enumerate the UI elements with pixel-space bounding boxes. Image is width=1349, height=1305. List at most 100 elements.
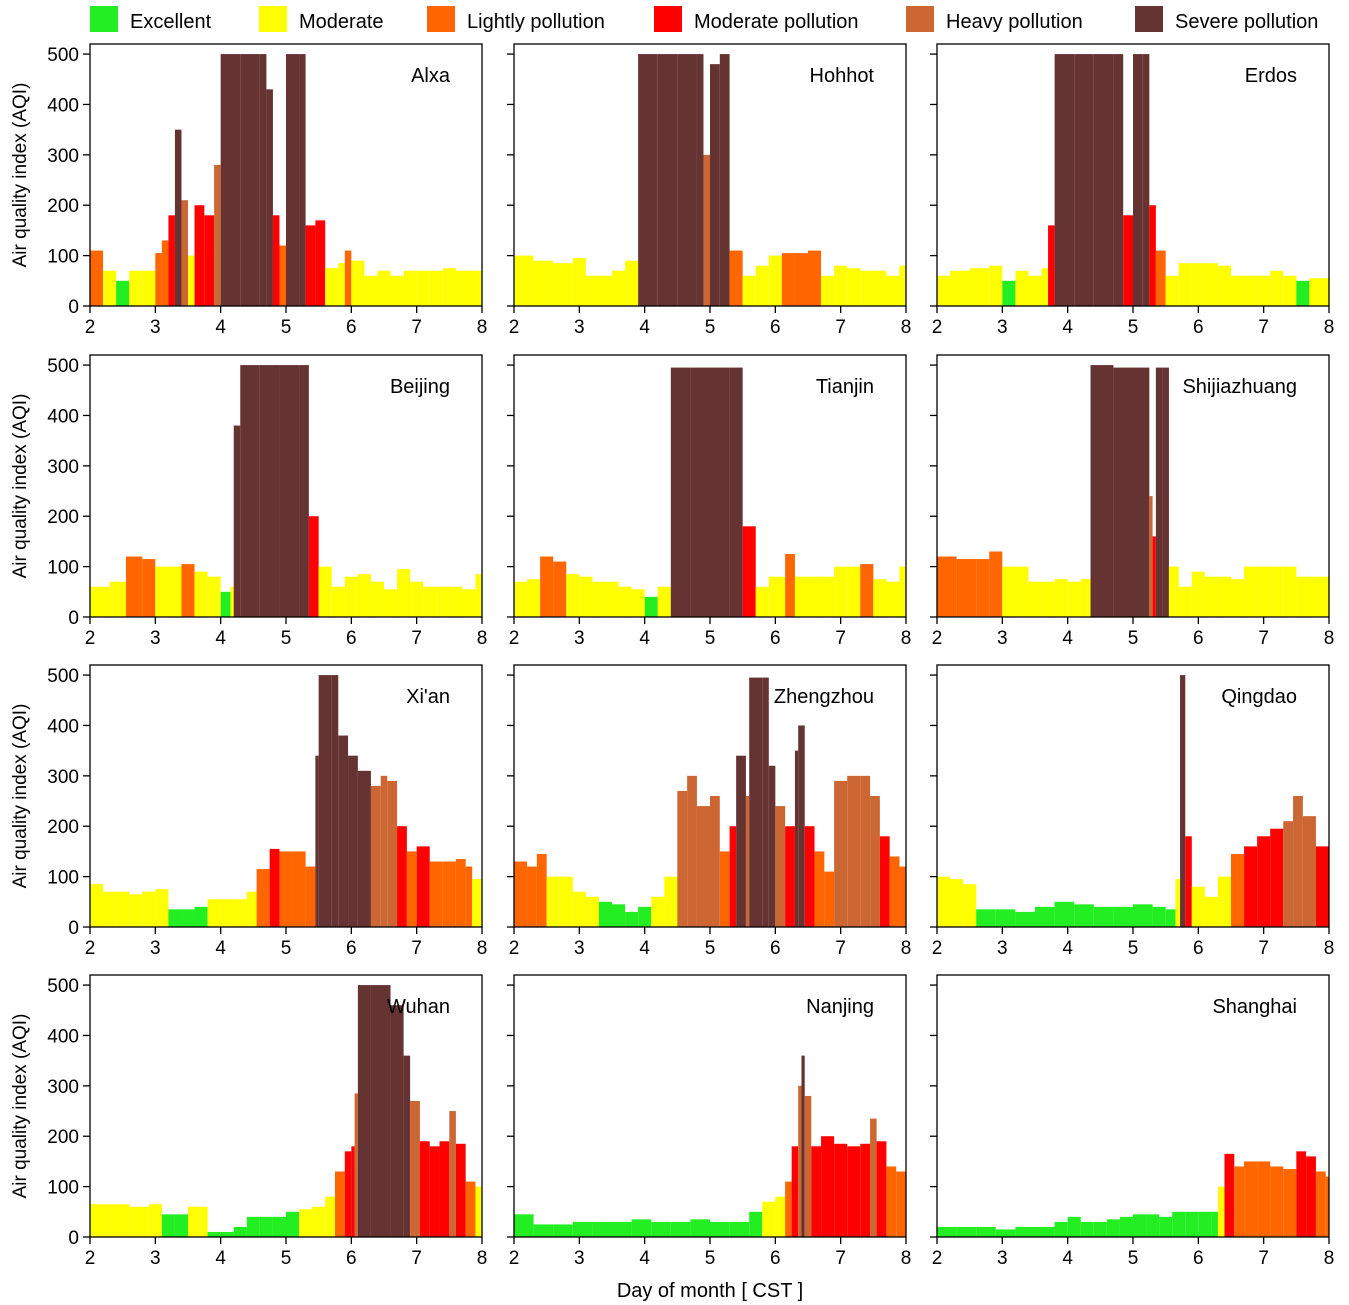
aqi-bar — [824, 871, 835, 927]
x-tick-label: 5 — [281, 1248, 292, 1269]
aqi-bar — [1257, 1161, 1271, 1237]
aqi-bar — [896, 1171, 906, 1237]
aqi-bar — [348, 755, 358, 927]
y-axis-label: Air quality index (AQI) — [10, 1014, 31, 1199]
aqi-bar — [768, 576, 786, 617]
y-tick-label: 0 — [68, 1228, 79, 1249]
y-tick-label: 0 — [68, 918, 79, 939]
aqi-bar — [963, 884, 977, 927]
aqi-bar — [670, 367, 691, 617]
aqi-bar — [592, 581, 606, 617]
x-tick-label: 2 — [932, 938, 943, 959]
aqi-bar — [1113, 906, 1133, 927]
x-tick-label: 5 — [705, 1248, 716, 1269]
aqi-bar — [1270, 1166, 1284, 1237]
aqi-bar — [950, 270, 970, 306]
aqi-bar — [1152, 906, 1166, 927]
aqi-bar — [1191, 886, 1205, 927]
aqi-bar — [1113, 54, 1124, 307]
city-title: Xi'an — [406, 686, 450, 708]
aqi-bar — [455, 1143, 466, 1237]
panel: 2 3 4 5 6 7 8 Hohhot — [507, 43, 911, 338]
aqi-bar — [1309, 278, 1323, 306]
aqi-bar — [1162, 367, 1169, 617]
aqi-bar — [814, 851, 825, 927]
aqi-bar — [423, 586, 437, 617]
city-title: Qingdao — [1221, 686, 1297, 708]
aqi-bar — [762, 1201, 776, 1237]
aqi-bar — [1270, 270, 1284, 306]
legend-item: Severe pollution — [1135, 6, 1318, 33]
legend-label: Moderate — [299, 11, 384, 33]
aqi-bar — [762, 677, 769, 927]
panel: 2 3 4 5 6 7 8 0 100 200 300 400 500 Xi'an — [47, 664, 487, 959]
y-tick-label: 400 — [47, 95, 79, 116]
aqi-bar — [439, 1141, 450, 1237]
aqi-bar — [1041, 268, 1049, 306]
aqi-bar — [886, 1166, 897, 1237]
aqi-bar — [540, 556, 554, 617]
aqi-bar — [429, 270, 443, 306]
aqi-bar — [125, 556, 143, 617]
aqi-bar — [1035, 906, 1055, 927]
aqi-bar — [331, 586, 345, 617]
aqi-bar — [246, 1216, 260, 1237]
aqi-bar — [1185, 836, 1192, 927]
x-tick-label: 5 — [1128, 938, 1139, 959]
aqi-bar — [429, 1146, 440, 1237]
aqi-bar — [729, 367, 743, 617]
legend-label: Lightly pollution — [467, 11, 605, 33]
x-tick-label: 5 — [1128, 628, 1139, 649]
aqi-bar — [821, 576, 835, 617]
aqi-bar — [794, 750, 799, 927]
aqi-bar — [969, 268, 990, 306]
aqi-bar — [514, 255, 534, 306]
city-title: Beijing — [390, 376, 450, 398]
aqi-bar — [1270, 566, 1284, 617]
aqi-bar — [416, 270, 430, 306]
aqi-bar — [618, 586, 632, 617]
aqi-bar — [536, 853, 547, 927]
x-tick-label: 8 — [1324, 1248, 1335, 1269]
aqi-bar — [785, 1181, 792, 1237]
aqi-bar — [344, 1151, 352, 1237]
aqi-bar — [899, 866, 906, 927]
aqi-bar — [1142, 54, 1150, 307]
x-tick-label: 4 — [215, 938, 226, 959]
aqi-bar — [1315, 846, 1329, 927]
aqi-bar — [384, 589, 398, 617]
aqi-bar — [344, 250, 352, 306]
aqi-bar — [1325, 1176, 1329, 1237]
aqi-bar — [1244, 566, 1258, 617]
aqi-bar — [1054, 1221, 1068, 1237]
aqi-bar — [161, 240, 169, 306]
panel: 2 3 4 5 6 7 8 0 100 200 300 400 500 Wuhan — [47, 974, 487, 1269]
aqi-bar — [315, 755, 319, 927]
aqi-bar — [272, 1216, 286, 1237]
aqi-bar — [937, 556, 957, 617]
aqi-bar — [318, 566, 332, 617]
aqi-bar — [387, 780, 398, 927]
aqi-bar — [344, 576, 358, 617]
aqi-bar — [449, 586, 463, 617]
aqi-bar — [873, 579, 887, 617]
aqi-bar — [768, 765, 776, 927]
x-tick-label: 6 — [346, 628, 357, 649]
x-tick-label: 4 — [215, 1248, 226, 1269]
x-tick-label: 3 — [574, 628, 585, 649]
aqi-bar — [168, 566, 182, 617]
x-tick-label: 8 — [477, 628, 488, 649]
aqi-bar — [1113, 367, 1133, 617]
aqi-bar — [1067, 581, 1081, 617]
aqi-bar — [870, 796, 880, 927]
aqi-bar — [370, 985, 391, 1237]
x-tick-label: 7 — [835, 628, 846, 649]
aqi-bar — [1257, 566, 1271, 617]
aqi-bar — [220, 1231, 234, 1237]
aqi-bar — [109, 1204, 130, 1237]
aqi-bar — [370, 581, 384, 617]
x-tick-label: 3 — [997, 628, 1008, 649]
aqi-bar — [1257, 836, 1271, 927]
aqi-bar — [1015, 270, 1029, 306]
x-tick-label: 3 — [574, 938, 585, 959]
